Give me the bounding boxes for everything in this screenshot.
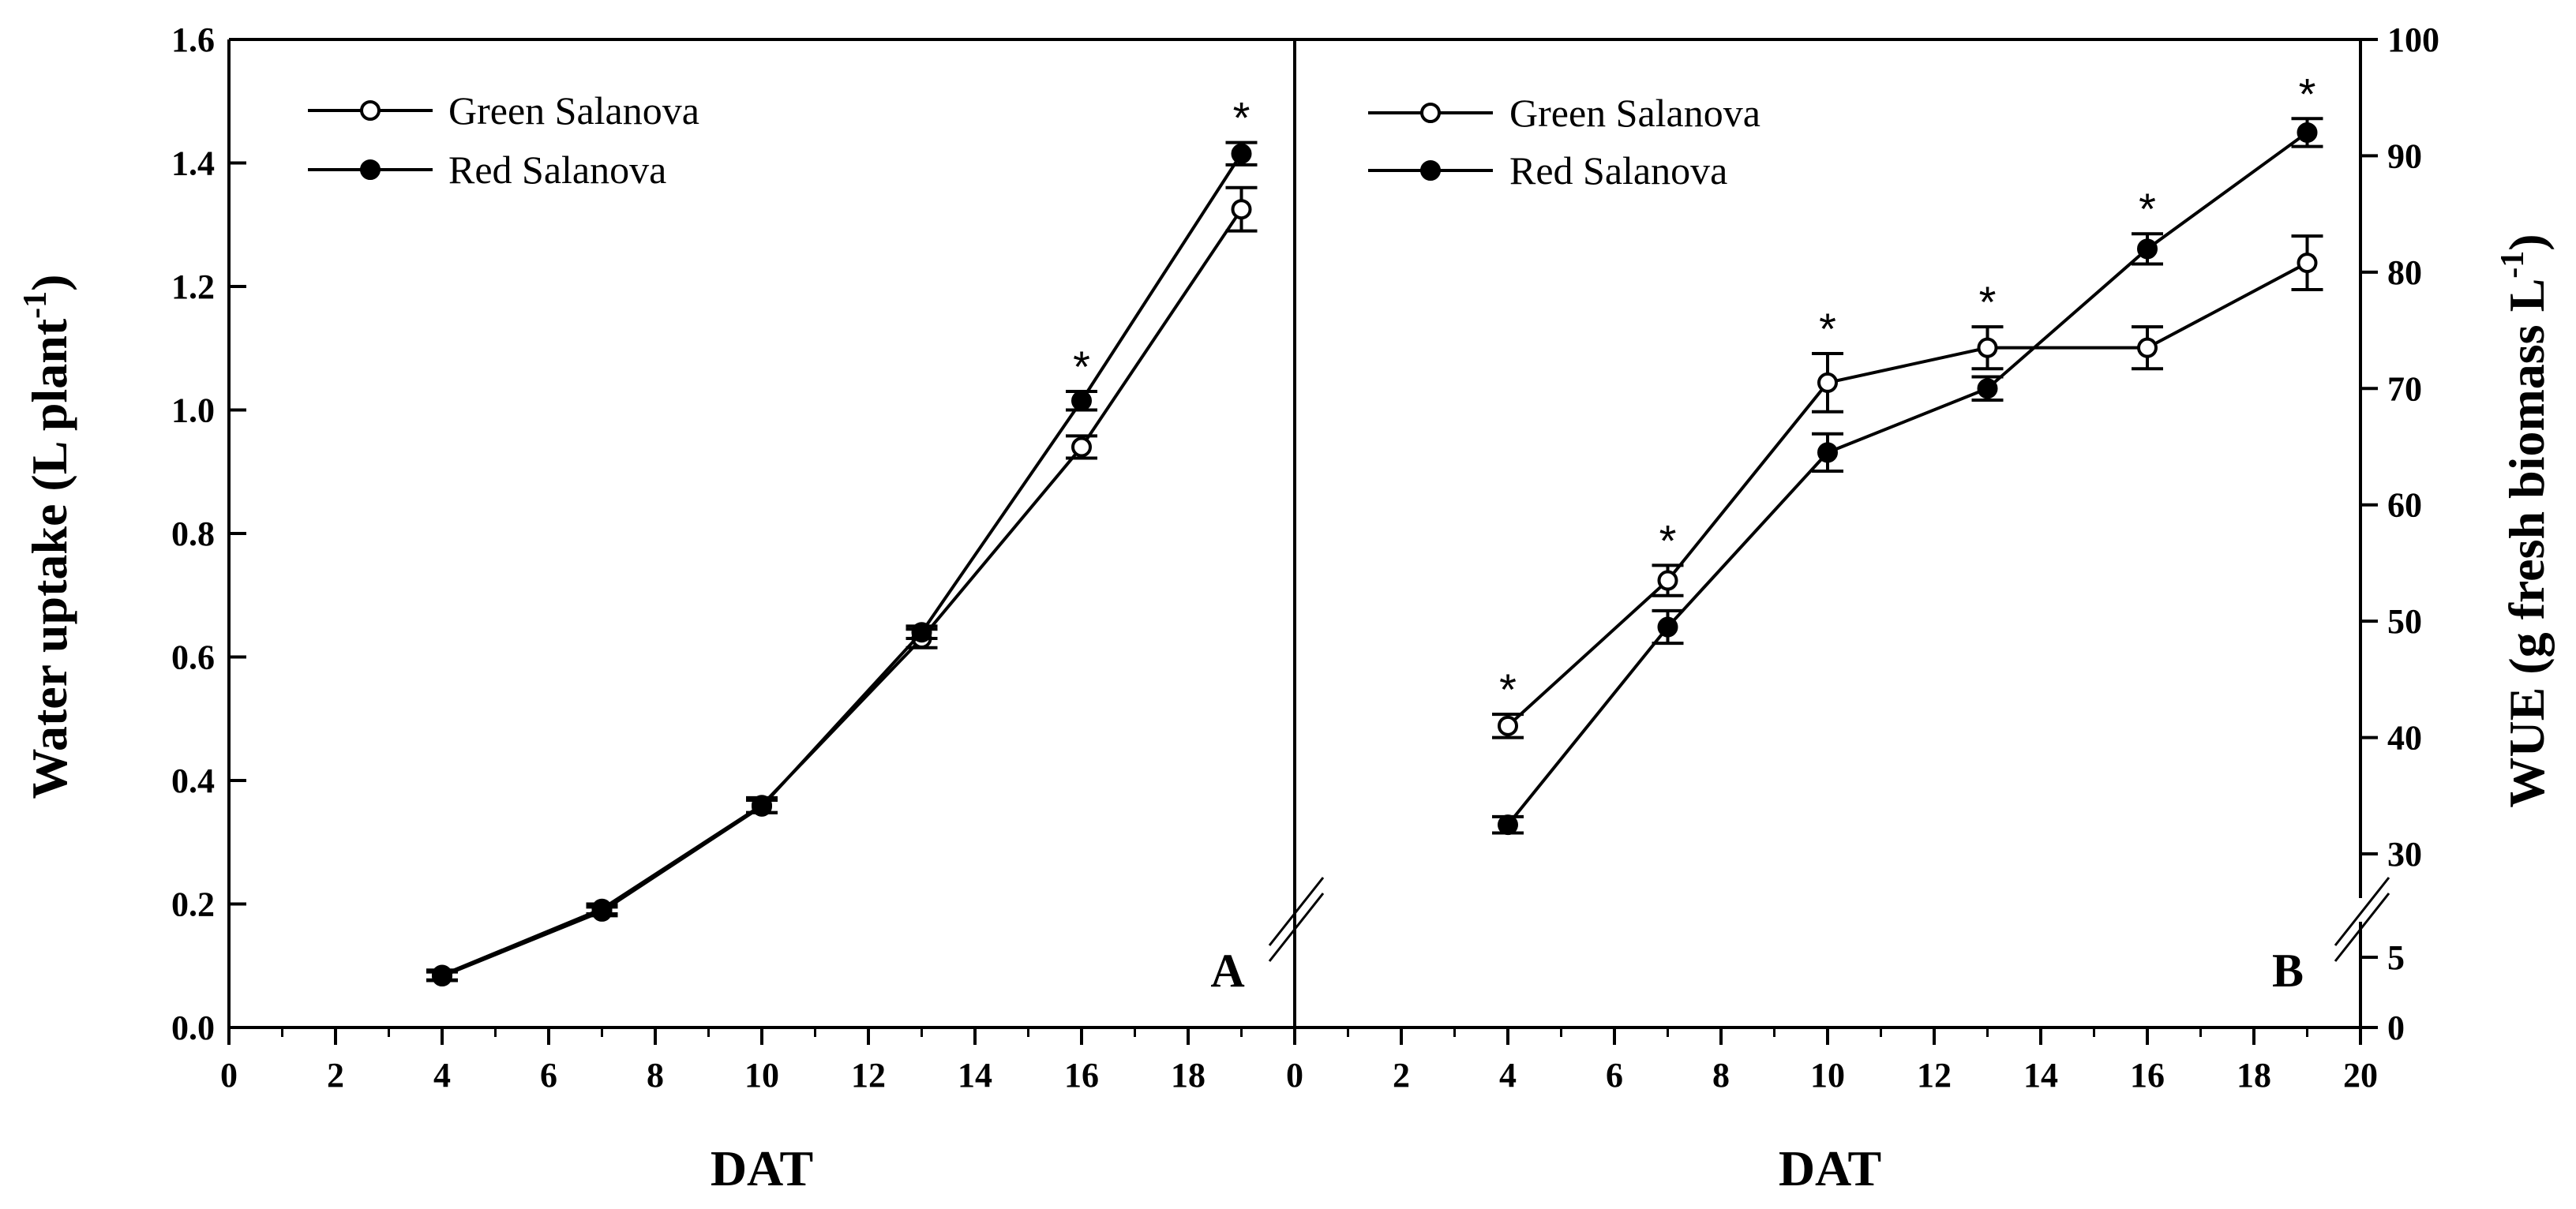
panel-a-x-tick-label: 8 <box>647 1056 664 1095</box>
panel-a-x-axis-title: DAT <box>711 1140 813 1196</box>
panel-b-data-point-red <box>1498 814 1518 836</box>
panel-b-y-tick-label: 70 <box>2387 369 2422 408</box>
panel-b-data-point-red <box>1977 378 1998 399</box>
panel-a-y-tick-label: 1.4 <box>171 144 215 183</box>
panel-a-x-tick-label: 14 <box>958 1056 992 1095</box>
panel-b-x-tick-label: 2 <box>1393 1056 1410 1095</box>
panel-b-legend: Green Salanova Red Salanova <box>1368 91 1760 193</box>
panel-b-data-point-red <box>2297 122 2318 143</box>
panel-b-series-line-red <box>1506 131 2308 826</box>
panel-a-label: A <box>1210 945 1244 997</box>
panel-a-y-tick-label: 1.6 <box>171 21 215 59</box>
panel-a-y-tick-label: 0.0 <box>171 1009 215 1047</box>
panel-a-data-point-red <box>591 900 613 922</box>
panel-a-y-tick-label: 0.8 <box>171 515 215 553</box>
panel-b-data-point-green <box>2137 337 2158 358</box>
panel-b-x-tick-label: 12 <box>1917 1056 1952 1095</box>
panel-b-y-tick-label: 50 <box>2387 602 2422 641</box>
panel-a-y-axis-title: Water uptake (L plant-1) <box>17 275 77 799</box>
panel-b-y-tick-label: 80 <box>2387 253 2422 292</box>
axis-break-mark <box>1268 893 1325 962</box>
panel-a-y-tick-label: 1.0 <box>171 391 215 430</box>
panel-a-data-point-red <box>911 622 932 643</box>
panel-a-data-point-green <box>1071 436 1092 458</box>
panel-a-data-point-red <box>432 966 452 987</box>
panel-a-x-tick-label: 10 <box>744 1056 779 1095</box>
panel-a-x-tick-label: 12 <box>851 1056 886 1095</box>
panel-b-x-tick-label: 20 <box>2343 1056 2378 1095</box>
panel-b-data-point-green <box>1817 372 1838 393</box>
panel-b-label: B <box>2272 945 2304 997</box>
panel-a-x-tick-label: 2 <box>327 1056 344 1095</box>
panel-b-data-point-green <box>2297 253 2318 274</box>
panel-b-x-tick-label: 0 <box>1286 1056 1303 1095</box>
panel-b-y-tick-label: 60 <box>2387 486 2422 525</box>
panel-a-data-point-red <box>1231 143 1252 164</box>
panel-b-y-tick-label: 90 <box>2387 137 2422 175</box>
panel-a-series-line-green <box>441 208 1243 977</box>
panel-a-data-point-red <box>752 795 772 817</box>
panel-b-data-point-red <box>2137 238 2158 260</box>
legend-red-salanova: Red Salanova <box>448 148 666 192</box>
panel-b-y-axis-title: WUE (g fresh biomass L-1) <box>2495 234 2555 807</box>
panel-a-x-tick-label: 18 <box>1171 1056 1206 1095</box>
panel-b-x-tick-label: 6 <box>1606 1056 1623 1095</box>
panel-a-y-tick-label: 1.2 <box>171 268 215 306</box>
panel-a-x-tick-label: 4 <box>433 1056 451 1095</box>
plot-layer: 0.0 0.2 0.4 0.6 0.8 1.0 1.2 1.4 1.6 0 2 4 6 8 10 12 14 16… <box>171 21 2439 1095</box>
axis-break-mark <box>1268 877 1325 946</box>
axis-break-mark <box>2334 893 2390 962</box>
panel-b-x-tick-label: 10 <box>1810 1056 1845 1095</box>
panel-b-data-point-green <box>1977 337 1998 358</box>
panel-b-x-tick-label: 4 <box>1499 1056 1517 1095</box>
panel-a-x-tick-label: 16 <box>1064 1056 1099 1095</box>
panel-b-y-tick-label: 100 <box>2387 21 2439 59</box>
panel-a-legend: Green Salanova Red Salanova <box>308 88 699 192</box>
panel-b-data-point-red <box>1657 616 1678 638</box>
panel-b-x-tick-label: 16 <box>2130 1056 2165 1095</box>
panel-b-significance-star: * <box>1979 277 1997 327</box>
panel-a-y-tick-label: 0.6 <box>171 638 215 677</box>
panel-a-y-tick-label: 0.2 <box>171 885 215 924</box>
panel-a-x-tick-label: 0 <box>220 1056 238 1095</box>
panel-b-x-tick-label: 14 <box>2023 1056 2058 1095</box>
panel-a-significance-star: * <box>1233 93 1251 143</box>
panel-b-x-tick-label: 18 <box>2237 1056 2271 1095</box>
panel-b-x-tick-label: 8 <box>1712 1056 1730 1095</box>
panel-b-data-point-green <box>1498 715 1518 736</box>
legend-filled-circle-icon <box>1420 160 1441 181</box>
legend-filled-circle-icon <box>360 159 381 180</box>
legend-red-salanova: Red Salanova <box>1509 148 1727 193</box>
panel-a-data-point-red <box>1071 390 1092 411</box>
panel-b-significance-star: * <box>1819 304 1836 354</box>
panel-b-significance-star: * <box>1659 515 1677 565</box>
panel-a-significance-star: * <box>1073 342 1090 391</box>
panel-a-data-point-green <box>1231 199 1252 220</box>
axis-break-mark <box>2334 877 2390 946</box>
panel-b-y-tick-label: 40 <box>2387 719 2422 758</box>
panel-b-y-tick-label: 30 <box>2387 835 2422 874</box>
panel-b-significance-star: * <box>1499 664 1517 714</box>
panel-b-significance-star: * <box>2139 184 2156 234</box>
panel-b-significance-star: * <box>2299 69 2316 118</box>
legend-green-salanova: Green Salanova <box>448 88 699 133</box>
panel-b-data-point-red <box>1817 442 1838 463</box>
legend-green-salanova: Green Salanova <box>1509 91 1760 135</box>
panel-a-series-line-red <box>441 152 1243 978</box>
legend-open-circle-icon <box>1420 103 1441 123</box>
legend-open-circle-icon <box>360 100 381 121</box>
panel-a-y-tick-label: 0.4 <box>171 762 215 800</box>
panel-b-data-point-green <box>1657 570 1678 591</box>
panel-b-y-tick-label: 0 <box>2387 1009 2405 1047</box>
panel-a-x-tick-label: 6 <box>540 1056 557 1095</box>
panel-b-x-axis-title: DAT <box>1779 1140 1881 1196</box>
panel-b-y-tick-label: 5 <box>2387 938 2405 977</box>
panel-b-series-line-green <box>1506 261 2308 728</box>
